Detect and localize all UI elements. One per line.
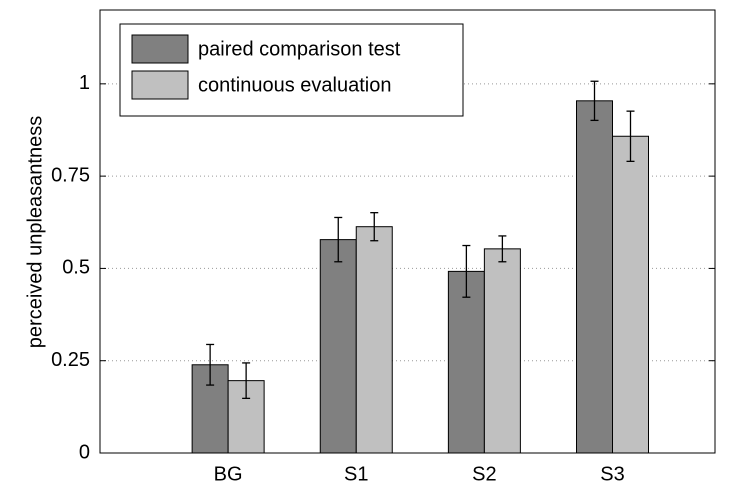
y-tick-label: 0 (79, 441, 90, 463)
y-tick-label: 0.75 (51, 164, 90, 186)
legend-label: continuous evaluation (198, 74, 391, 96)
x-tick-label: S3 (600, 463, 624, 485)
bar (355, 226, 393, 454)
error-bar (498, 235, 507, 263)
bar (612, 135, 649, 454)
bar (319, 239, 357, 454)
y-axis-label: perceived unpleasantness (24, 116, 46, 348)
error-bar (626, 110, 635, 163)
legend-label: paired comparison test (198, 38, 401, 60)
error-bar (206, 343, 215, 386)
error-bar (334, 216, 343, 263)
legend-swatch (131, 70, 189, 100)
error-bar (242, 362, 251, 400)
y-tick-label: 1 (79, 72, 90, 94)
error-bar (462, 244, 471, 298)
x-tick-label: S1 (344, 463, 368, 485)
x-tick-label: S2 (472, 463, 496, 485)
y-tick-label: 0.5 (62, 257, 90, 279)
error-bar (590, 80, 599, 122)
x-tick-label: BG (214, 463, 243, 485)
bar (576, 100, 613, 454)
bar (483, 248, 521, 454)
y-tick-label: 0.25 (51, 349, 90, 371)
bar (447, 270, 485, 454)
error-bar (370, 212, 379, 242)
axes-frame (99, 9, 716, 454)
legend-swatch (131, 34, 189, 64)
